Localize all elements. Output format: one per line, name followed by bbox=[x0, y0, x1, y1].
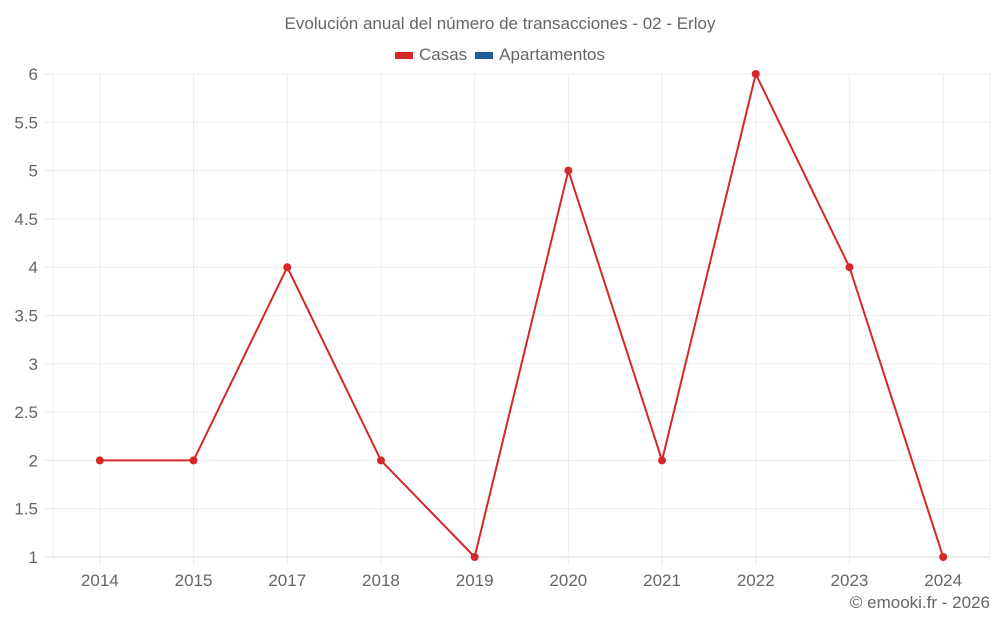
y-tick-label: 2.5 bbox=[14, 403, 38, 422]
data-point[interactable] bbox=[470, 553, 479, 561]
data-point[interactable] bbox=[189, 456, 198, 465]
data-point[interactable] bbox=[658, 456, 667, 465]
y-tick-label: 6 bbox=[29, 65, 38, 84]
y-tick-label: 4.5 bbox=[14, 210, 38, 229]
legend-item-casas[interactable]: Casas bbox=[394, 45, 468, 65]
y-tick-label: 2 bbox=[29, 451, 38, 470]
data-point[interactable] bbox=[751, 70, 760, 78]
series-casas bbox=[95, 70, 948, 561]
legend-swatch-casas bbox=[394, 51, 413, 59]
y-tick-label: 3.5 bbox=[14, 307, 38, 326]
data-point[interactable] bbox=[845, 263, 854, 272]
y-tick-label: 5 bbox=[29, 162, 38, 181]
data-point[interactable] bbox=[283, 263, 292, 272]
data-point[interactable] bbox=[939, 553, 948, 561]
y-tick-label: 4 bbox=[29, 258, 38, 277]
chart-title: Evolución anual del número de transaccio… bbox=[284, 14, 716, 33]
legend-item-apartamentos[interactable]: Apartamentos bbox=[475, 45, 605, 65]
y-axis: 1 1.5 2 2.5 3 3.5 4 4.5 5 5.5 6 bbox=[14, 65, 38, 567]
gridlines bbox=[45, 73, 991, 565]
x-tick-label: 2018 bbox=[362, 571, 400, 590]
data-point[interactable] bbox=[564, 166, 573, 175]
x-tick-label: 2024 bbox=[924, 571, 962, 590]
legend-swatch-apartamentos bbox=[475, 51, 494, 59]
x-axis: 2014 2015 2017 2018 2019 2020 2021 2022 2023 2024 bbox=[81, 571, 962, 590]
y-tick-label: 5.5 bbox=[14, 113, 38, 132]
x-tick-label: 2017 bbox=[268, 571, 306, 590]
y-tick-label: 1.5 bbox=[14, 500, 38, 519]
data-point[interactable] bbox=[95, 456, 104, 465]
x-tick-label: 2020 bbox=[549, 571, 587, 590]
legend: Casas Apartamentos bbox=[0, 45, 1000, 65]
y-tick-label: 3 bbox=[29, 355, 38, 374]
y-tick-label: 1 bbox=[29, 548, 38, 567]
x-tick-label: 2022 bbox=[737, 571, 775, 590]
x-tick-label: 2023 bbox=[831, 571, 869, 590]
x-tick-label: 2021 bbox=[643, 571, 681, 590]
legend-label-casas: Casas bbox=[418, 45, 468, 64]
credit-text: © emooki.fr - 2026 bbox=[849, 593, 990, 612]
x-tick-label: 2019 bbox=[456, 571, 494, 590]
x-tick-label: 2014 bbox=[81, 571, 119, 590]
legend-label-apartamentos: Apartamentos bbox=[499, 45, 606, 64]
x-tick-label: 2015 bbox=[175, 571, 213, 590]
data-point[interactable] bbox=[376, 456, 385, 465]
